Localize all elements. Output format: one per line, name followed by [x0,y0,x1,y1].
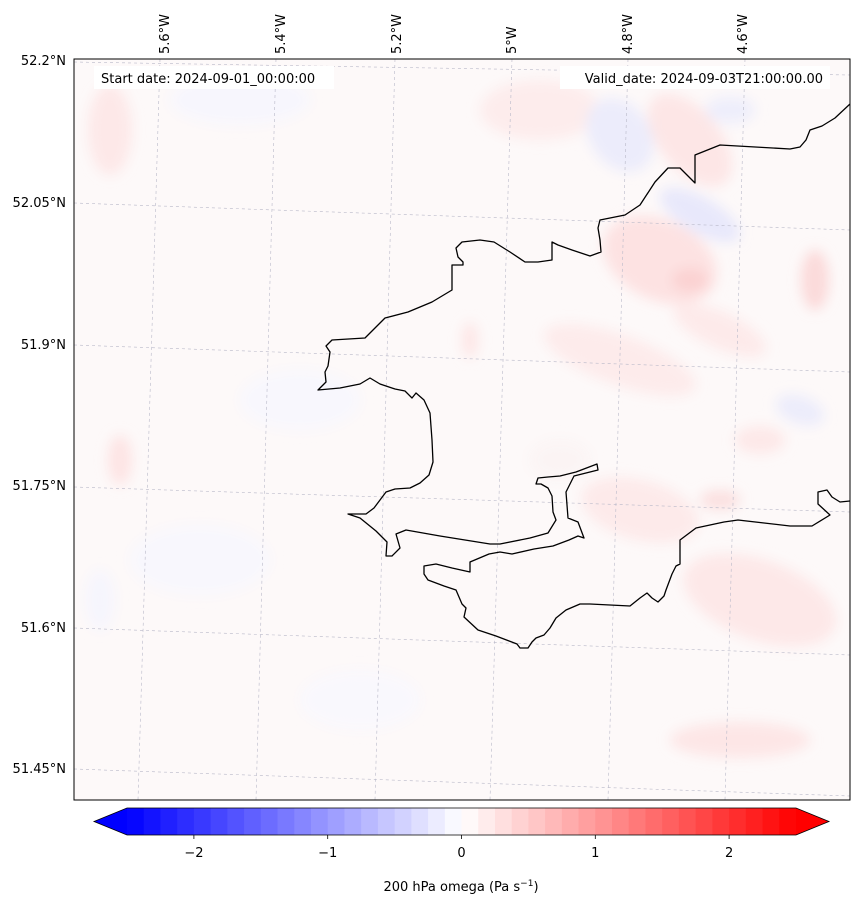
valid-date-label: Valid_date: 2024-09-03T21:00:00.00 [585,72,823,87]
colorbar-tick-label: 1 [591,846,599,861]
colorbar-cell [377,808,396,835]
colorbar-cell [545,808,563,835]
colorbar-cell [662,808,680,835]
colorbar-cell [494,808,513,835]
colorbar-cell [478,808,496,835]
colorbar-cell [210,808,228,835]
colorbar-high-extension [796,808,829,835]
colorbar-cell [444,808,463,835]
colorbar-cell [193,808,212,835]
lat-label-51-75n: 51.75°N [13,479,66,494]
colorbar-outline [92,807,831,836]
colorbar-cell [160,808,178,835]
colorbar-cell [177,808,195,835]
coastline [317,103,850,649]
colorbar-cell [344,808,362,835]
lon-label-4-8w: 4.8°W [621,14,636,54]
colorbar-tick-label: 0 [457,846,465,861]
colorbar-cell [628,808,647,835]
colorbar: −2 −1 0 1 2 200 hPa omega (Pa s−1) [92,807,831,895]
lat-labels: 52.2°N 52.05°N 51.9°N 51.75°N 51.6°N 51.… [13,54,66,777]
colorbar-cell [327,808,346,835]
colorbar-cell [678,808,697,835]
header-left-box [94,66,334,89]
colorbar-cell [428,808,446,835]
plot-frame [73,58,851,801]
colorbar-low-extension [94,808,127,835]
lon-label-5-6w: 5.6°W [158,14,173,54]
plot-background [74,59,850,800]
colorbar-cell [528,808,546,835]
colorbar-cell [244,808,262,835]
colorbar-tick-label: −1 [318,846,337,861]
colorbar-tick-label: −2 [184,846,203,861]
omega-field [85,75,837,758]
lon-labels: 5.6°W 5.4°W 5.2°W 5°W 4.8°W 4.6°W [158,14,751,54]
colorbar-ticks: −2 −1 0 1 2 [184,835,733,861]
colorbar-cell [578,808,596,835]
colorbar-cell [227,808,245,835]
colorbar-cell [612,808,630,835]
colorbar-cell [729,808,747,835]
lon-label-5-2w: 5.2°W [390,14,405,54]
colorbar-tick-label: 2 [725,846,733,861]
lat-label-51-9n: 51.9°N [21,338,66,353]
colorbar-cell [143,808,162,835]
colorbar-cell [277,808,295,835]
colorbar-cell [561,808,580,835]
colorbar-cells [127,808,797,835]
colorbar-cell [411,808,429,835]
header-right-box [560,66,830,89]
colorbar-cell [394,808,412,835]
colorbar-cell [127,808,145,835]
colorbar-cell [645,808,663,835]
colorbar-cell [779,808,797,835]
lon-label-5-4w: 5.4°W [274,14,289,54]
colorbar-cell [745,808,764,835]
start-date-label: Start date: 2024-09-01_00:00:00 [101,72,315,87]
colorbar-cell [695,808,713,835]
colorbar-cell [361,808,379,835]
colorbar-label: 200 hPa omega (Pa s−1) [383,879,538,895]
lat-label-52-2n: 52.2°N [21,54,66,69]
lon-label-5w: 5°W [505,26,520,54]
colorbar-cell [260,808,279,835]
colorbar-cell [595,808,613,835]
colorbar-cell [294,808,312,835]
lon-label-4-6w: 4.6°W [736,14,751,54]
colorbar-cell [310,808,329,835]
lat-label-51-45n: 51.45°N [13,762,66,777]
lat-label-52-05n: 52.05°N [13,196,66,211]
colorbar-cell [511,808,530,835]
colorbar-cell [762,808,780,835]
lat-label-51-6n: 51.6°N [21,621,66,636]
colorbar-cell [712,808,730,835]
colorbar-cell [461,808,479,835]
